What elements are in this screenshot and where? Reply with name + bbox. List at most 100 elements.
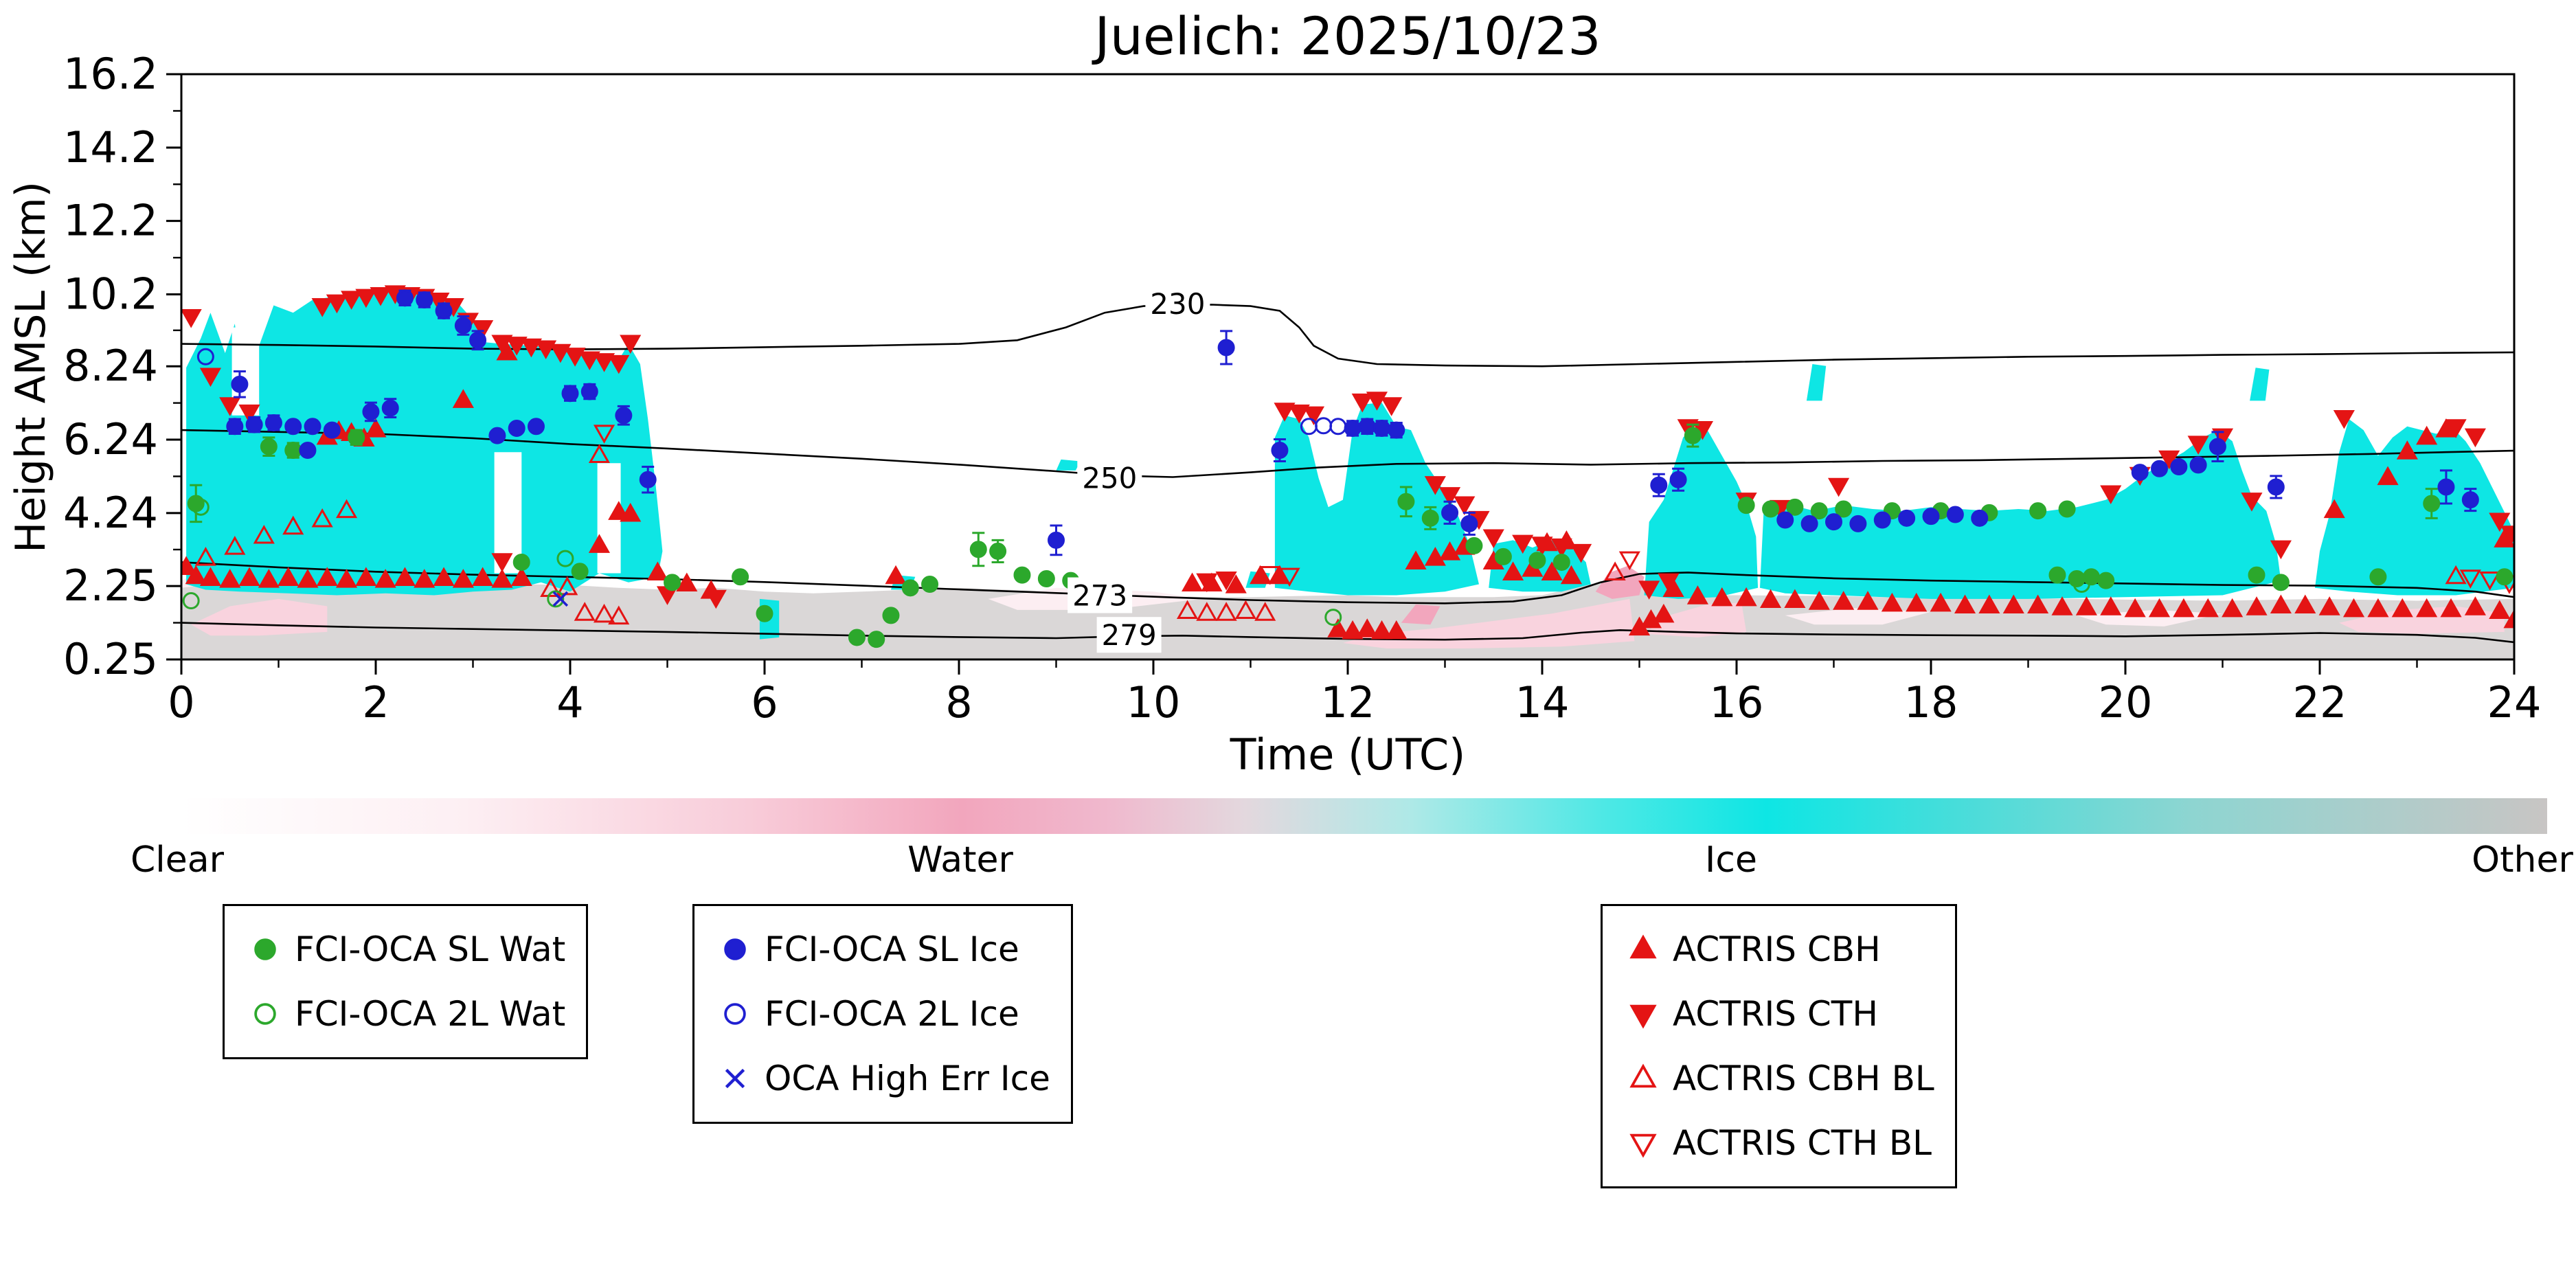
- point-tri-down: [1366, 392, 1388, 411]
- point-circle: [2461, 491, 2479, 509]
- point-tri-down: [1658, 573, 1680, 593]
- point-tri-up: [620, 502, 642, 522]
- point-tri-down: [311, 298, 333, 317]
- point-tri-up: [1604, 561, 1626, 580]
- point-circle: [1373, 419, 1391, 437]
- point-tri-up: [355, 567, 377, 586]
- point-tri-down: [428, 293, 450, 312]
- contour-label: 279: [1102, 618, 1157, 652]
- point-tri-up: [452, 569, 474, 588]
- point-tri-down: [199, 368, 222, 387]
- point-tri-up: [1978, 594, 2000, 614]
- x-tick-label: 18: [1904, 677, 1958, 727]
- series-actris-cbh: [181, 341, 2514, 640]
- legend-box-1: FCI-OCA SL Ice FCI-OCA 2L Ice OCA High Err…: [692, 904, 1073, 1124]
- point-circle: [2131, 464, 2149, 482]
- legend-item: OCA High Err Ice: [715, 1046, 1050, 1111]
- point-circle: [1421, 509, 1439, 527]
- point-circle: [1849, 515, 1867, 532]
- point-tri-down: [181, 309, 202, 328]
- point-tri-down: [1629, 1133, 1657, 1158]
- legend-item-label: ACTRIS CTH: [1673, 994, 1878, 1034]
- point-tri-up: [1370, 620, 1393, 640]
- point-circle: [724, 938, 746, 960]
- y-tick-label: 8.24: [63, 341, 158, 391]
- y-tick-label: 14.2: [63, 122, 158, 172]
- point-tri-up: [194, 547, 216, 566]
- point-circle: [264, 414, 282, 431]
- point-tri-up: [224, 536, 246, 555]
- point-tri-up: [540, 578, 562, 598]
- legend-marker-tri-up-filled-icon: [1629, 934, 1657, 959]
- point-tri-down: [472, 320, 494, 339]
- x-tick-label: 8: [945, 677, 972, 727]
- point-tri-up: [2367, 598, 2389, 618]
- point-tri-up: [885, 565, 907, 585]
- point-tri-up: [1629, 934, 1657, 959]
- water-mid-region: [1595, 565, 1645, 599]
- point-tri-up: [238, 567, 260, 586]
- point-tri-up: [258, 569, 280, 588]
- point-x: [725, 1068, 745, 1089]
- point-circle: [396, 289, 414, 307]
- point-tri-down: [2270, 540, 2292, 560]
- point-tri-down: [355, 289, 377, 308]
- point-tri-up: [278, 567, 300, 586]
- point-circle: [1762, 500, 1780, 518]
- chart-title: Juelich: 2025/10/23: [1094, 5, 1601, 67]
- point-circle: [2048, 566, 2066, 584]
- point-tri-up: [414, 569, 436, 588]
- point-circle: [2496, 568, 2513, 586]
- legend-item: ACTRIS CBH BL: [1623, 1046, 1934, 1111]
- point-tri-down: [1512, 534, 1534, 554]
- water-light-region: [1644, 602, 1747, 637]
- point-tri-up: [1881, 592, 1903, 612]
- point-tri-up: [2416, 598, 2438, 618]
- point-circle: [2151, 460, 2169, 477]
- point-circle: [512, 553, 530, 571]
- x-axis-label: Time (UTC): [1230, 730, 1466, 780]
- point-circle: [1946, 506, 1964, 523]
- point-tri-up: [2148, 598, 2171, 618]
- point-circle: [1776, 511, 1794, 529]
- contour-label-bg: [1145, 285, 1210, 321]
- point-circle: [469, 331, 487, 349]
- point-circle: [732, 568, 749, 586]
- point-circle: [381, 399, 399, 417]
- point-circle: [1494, 547, 1512, 565]
- point-tri-up: [1653, 603, 1675, 623]
- point-tri-up: [588, 534, 611, 553]
- point-tri-down: [2158, 450, 2180, 470]
- point-tri-down: [1274, 403, 1296, 422]
- point-circle: [1441, 504, 1459, 521]
- y-tick-label: 6.24: [63, 414, 158, 464]
- x-tick-label: 12: [1321, 677, 1375, 727]
- point-circle: [1786, 498, 1804, 516]
- point-tri-up: [1342, 620, 1364, 640]
- point-circle: [2267, 478, 2285, 496]
- point-tri-down: [2445, 419, 2467, 438]
- series-oca-high-err-ice: [552, 591, 569, 607]
- point-tri-down: [491, 553, 513, 572]
- point-circle: [1344, 419, 1362, 437]
- legend-item-label: FCI-OCA SL Wat: [295, 929, 566, 969]
- point-tri-up: [185, 565, 207, 585]
- legend-item: FCI-OCA SL Wat: [245, 917, 565, 982]
- clear-region: [494, 452, 522, 574]
- point-tri-up: [588, 444, 611, 464]
- point-tri-up: [2270, 594, 2292, 614]
- legend-item-label: FCI-OCA 2L Wat: [295, 994, 566, 1034]
- legend-item: FCI-OCA 2L Ice: [715, 982, 1050, 1046]
- point-circle: [1271, 442, 1289, 460]
- point-tri-down: [1570, 543, 1592, 563]
- point-circle: [2097, 572, 2115, 589]
- point-tri-up: [253, 525, 275, 544]
- point-tri-up: [2027, 594, 2049, 614]
- point-tri-up: [374, 569, 396, 588]
- legend-marker-circle-open-icon: [254, 1003, 276, 1025]
- point-tri-up: [1857, 591, 1879, 610]
- point-circle: [1048, 531, 1065, 549]
- point-tri-up: [2440, 598, 2462, 618]
- point-circle: [571, 563, 589, 580]
- point-tri-up: [510, 567, 532, 586]
